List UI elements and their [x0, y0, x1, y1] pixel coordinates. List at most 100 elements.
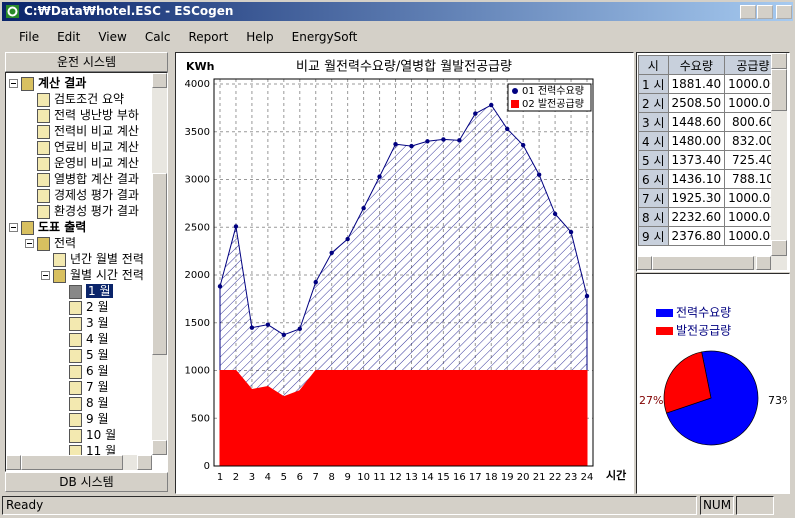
x-tick-label: 7 — [313, 472, 319, 483]
expander[interactable] — [41, 271, 50, 280]
tree-item[interactable]: 7 월 — [6, 379, 153, 395]
tree-icon — [69, 332, 82, 347]
expander[interactable] — [9, 79, 18, 88]
x-tick-label: 4 — [265, 472, 271, 483]
tree-item[interactable]: 환경성 평가 결과 — [6, 203, 153, 219]
v-scrollbar[interactable] — [152, 73, 167, 455]
v-scrollbar[interactable] — [771, 53, 787, 256]
tree-item[interactable]: 8 월 — [6, 395, 153, 411]
close-button[interactable] — [776, 5, 792, 19]
data-point — [536, 172, 542, 177]
tree-item[interactable]: 전력 — [6, 235, 153, 251]
value-label: 73% — [768, 394, 787, 407]
tree-icon — [69, 316, 82, 331]
tree-icon — [37, 92, 50, 107]
tree-item[interactable]: 4 월 — [6, 331, 153, 347]
table-cell: 3 시 — [638, 112, 669, 132]
data-point — [505, 126, 510, 132]
value-label: 27% — [639, 394, 663, 407]
tree-item[interactable]: 도표 출력 — [6, 219, 153, 235]
tree-label: 월별 시간 전력 — [70, 268, 144, 282]
tree-label: 운영비 비교 계산 — [54, 156, 139, 170]
panel-footer[interactable]: DB 시스템 — [5, 472, 168, 492]
menu-item[interactable]: Edit — [57, 30, 81, 44]
tree-label: 9 월 — [86, 412, 109, 426]
table-cell: 1436.10 — [667, 169, 726, 189]
menu-item[interactable]: File — [19, 30, 40, 44]
tree-item[interactable]: 3 월 — [6, 315, 153, 331]
data-point — [409, 143, 414, 149]
tree-item[interactable]: 열병합 계산 결과 — [6, 171, 153, 187]
tree-item[interactable]: 월별 시간 전력 — [6, 267, 153, 283]
legend-marker — [656, 309, 673, 317]
tree-item[interactable]: 계산 결과 — [6, 75, 153, 91]
tree: 계산 결과 검토조건 요약 전력 냉난방 부하 전력비 비교 계산 연료비 비교 계산 운… — [6, 75, 153, 459]
x-tick-label: 18 — [485, 472, 498, 483]
tree-item[interactable]: 10 월 — [6, 427, 153, 443]
panel-title[interactable]: 운전 시스템 — [5, 52, 168, 72]
tree-icon — [53, 268, 66, 283]
h-scrollbar[interactable] — [6, 455, 152, 470]
tree-icon — [37, 204, 50, 219]
table-row: 9 시 2376.80 1000.00 — [638, 226, 782, 246]
tree-item[interactable]: 검토조건 요약 — [6, 91, 153, 107]
tree-label: 전력비 비교 계산 — [54, 124, 139, 138]
menu-item[interactable]: Calc — [144, 30, 171, 44]
expander[interactable] — [9, 223, 18, 232]
tree-label: 전력 — [54, 236, 77, 250]
x-axis-label: 시간 — [606, 468, 626, 482]
tree-icon — [69, 300, 82, 315]
table-row: 7 시 1925.30 1000.00 — [638, 188, 782, 208]
x-tick-label: 10 — [357, 472, 370, 483]
x-tick-label: 1 — [217, 472, 223, 483]
table-cell: 800.60 — [724, 112, 782, 132]
maximize-button[interactable] — [757, 5, 773, 19]
legend-marker — [512, 88, 518, 94]
menu-item[interactable]: EnergySoft — [291, 30, 358, 44]
y-tick-label: 3500 — [185, 127, 210, 138]
h-scrollbar[interactable] — [637, 256, 787, 270]
x-tick-label: 2 — [233, 472, 239, 483]
tree-item[interactable]: 1 월 — [6, 283, 153, 299]
app-icon — [6, 5, 19, 18]
tree-item[interactable]: 6 월 — [6, 363, 153, 379]
tree-label: 계산 결과 — [38, 76, 87, 90]
table-cell: 2376.80 — [667, 226, 726, 246]
tree-item[interactable]: 2 월 — [6, 299, 153, 315]
pie-slice — [666, 350, 759, 446]
data-table: 시 수요량 공급량 1 시 1881.40 1000.00 2 시 2508.50 1000.0… — [638, 55, 782, 246]
menu-item[interactable]: Help — [246, 30, 274, 44]
legend-label: 발전공급량 — [676, 324, 731, 338]
menu-item[interactable]: Report — [188, 30, 229, 44]
tree-item[interactable]: 경제성 평가 결과 — [6, 187, 153, 203]
tree-item[interactable]: 운영비 비교 계산 — [6, 155, 153, 171]
data-point — [568, 229, 574, 235]
header-cell: 수요량 — [667, 55, 726, 75]
tree-item[interactable]: 전력비 비교 계산 — [6, 123, 153, 139]
tree-label: 2 월 — [86, 300, 109, 314]
tree-label: 경제성 평가 결과 — [54, 188, 139, 202]
legend-label: 02 발전공급량 — [522, 98, 584, 110]
tree-item[interactable]: 전력 냉난방 부하 — [6, 107, 153, 123]
tree-label: 1 월 — [86, 284, 113, 298]
tree-icon — [37, 108, 50, 123]
table-cell: 2508.50 — [667, 93, 726, 113]
tree-item[interactable]: 년간 월별 전력 — [6, 251, 153, 267]
table-cell: 4 시 — [638, 131, 669, 151]
data-point — [552, 211, 558, 217]
table-cell: 1000.00 — [724, 226, 782, 246]
tree-item[interactable]: 연료비 비교 계산 — [6, 139, 153, 155]
legend-box — [507, 83, 592, 112]
x-tick-label: 23 — [565, 472, 578, 483]
tree-item[interactable]: 5 월 — [6, 347, 153, 363]
tree-icon — [69, 348, 82, 363]
expander[interactable] — [25, 239, 34, 248]
table-row: 6 시 1436.10 788.10 — [638, 169, 782, 189]
menu-item[interactable]: View — [98, 30, 127, 44]
y-tick-label: 2500 — [185, 222, 210, 233]
tree-label: 열병합 계산 결과 — [54, 172, 139, 186]
minimize-button[interactable] — [740, 5, 756, 19]
tree-item[interactable]: 9 월 — [6, 411, 153, 427]
